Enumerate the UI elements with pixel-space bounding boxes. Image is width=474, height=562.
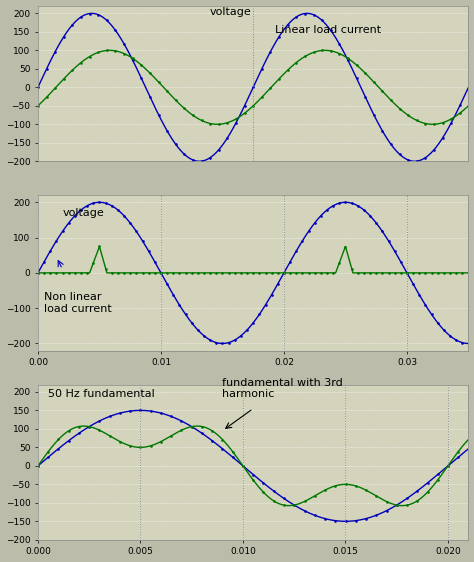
Text: fundamental with 3rd
harmonic: fundamental with 3rd harmonic (222, 378, 343, 400)
Text: voltage: voltage (210, 7, 252, 17)
Text: Linear load current: Linear load current (275, 25, 381, 35)
Text: voltage: voltage (63, 209, 104, 219)
Text: Non linear
load current: Non linear load current (44, 292, 112, 314)
Text: 50 Hz fundamental: 50 Hz fundamental (48, 389, 155, 400)
